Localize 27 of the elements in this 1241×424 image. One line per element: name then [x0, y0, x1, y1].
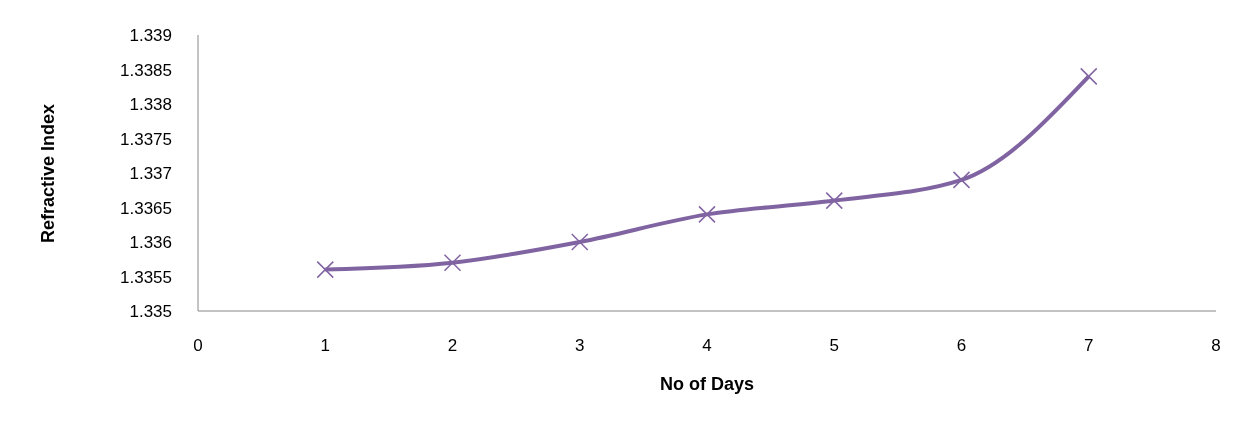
point	[1080, 67, 1098, 86]
x-tick-label: 7	[1084, 336, 1094, 356]
x-tick-label: 1	[320, 336, 330, 356]
y-tick-label: 1.3365	[120, 198, 172, 218]
x-tick-label: 3	[575, 336, 585, 356]
x-tick-label: 8	[1211, 336, 1221, 356]
point	[571, 233, 589, 251]
point	[952, 171, 971, 189]
y-tick-label: 1.338	[129, 95, 172, 115]
x-axis-title: No of Days	[659, 374, 755, 394]
y-tick-label: 1.339	[129, 26, 172, 46]
point	[825, 191, 843, 210]
point	[698, 205, 716, 224]
x-tick-label: 4	[702, 336, 712, 356]
y-tick-label: 1.336	[129, 233, 172, 253]
x-tick-label: 0	[193, 336, 203, 356]
y-tick-label: 1.3375	[120, 129, 172, 149]
y-tick-label: 1.335	[129, 302, 172, 322]
y-tick-label: 1.3385	[120, 60, 172, 80]
x-tick-label: 6	[956, 336, 967, 356]
x-tick-label: 2	[447, 336, 458, 356]
point	[316, 260, 334, 279]
x-tick-label: 5	[829, 336, 839, 356]
point	[443, 253, 462, 272]
y-axis-title: Refractive Index	[38, 103, 59, 243]
y-tick-label: 1.337	[129, 164, 172, 184]
y-tick-label: 1.3355	[120, 267, 172, 287]
